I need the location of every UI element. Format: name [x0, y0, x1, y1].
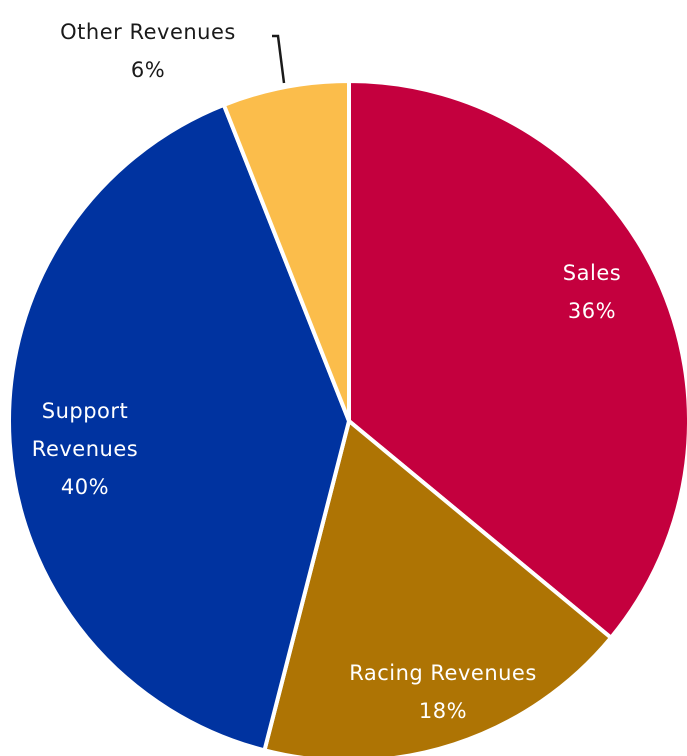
- pie-slice-sales: [347, 79, 687, 640]
- slice-percent-label: 40%: [61, 475, 109, 499]
- slice-name-label: Sales: [563, 261, 621, 285]
- pie-slice-support-revenues: [7, 102, 351, 753]
- other-revenues-leader-line: [272, 34, 286, 84]
- slice-name-label: Other Revenues: [60, 20, 236, 44]
- pie-labels: Sales 36% Racing Revenues 18% Support Revenue…: [32, 20, 621, 723]
- slice-name-label: Racing Revenues: [349, 661, 537, 685]
- slice-percent-label: 18%: [419, 699, 467, 723]
- slice-label-racing-revenues: Racing Revenues 18%: [349, 661, 537, 723]
- slice-label-other-revenues: Other Revenues 6%: [60, 20, 236, 82]
- pie-slice-other-revenues: [221, 79, 351, 423]
- slice-label-support-revenues: Support Revenues 40%: [32, 399, 138, 499]
- slice-label-sales: Sales 36%: [563, 261, 621, 323]
- slice-name-label: Revenues: [32, 437, 138, 461]
- slice-percent-label: 6%: [131, 58, 165, 82]
- pie-slice-racing-revenues: [262, 419, 613, 756]
- pie-slices: [7, 79, 687, 756]
- slice-percent-label: 36%: [568, 299, 616, 323]
- slice-name-label: Support: [42, 399, 129, 423]
